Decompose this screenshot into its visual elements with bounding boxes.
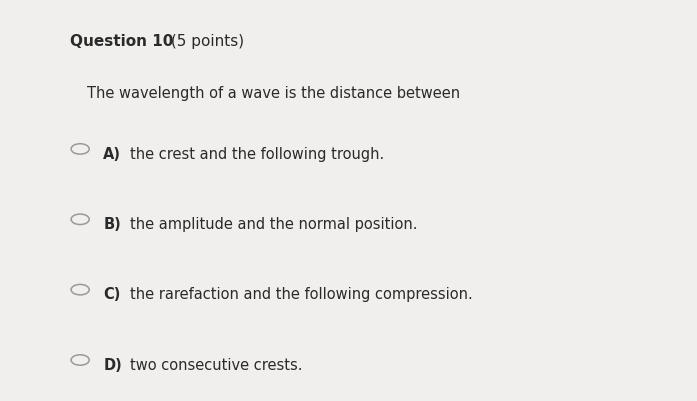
Text: (5 points): (5 points) (166, 34, 244, 49)
Text: the amplitude and the normal position.: the amplitude and the normal position. (130, 217, 417, 231)
Text: the rarefaction and the following compression.: the rarefaction and the following compre… (130, 287, 473, 302)
Text: the crest and the following trough.: the crest and the following trough. (130, 146, 384, 161)
Text: D): D) (103, 357, 122, 372)
Text: B): B) (103, 217, 121, 231)
Text: Question 10: Question 10 (70, 34, 173, 49)
Text: C): C) (103, 287, 121, 302)
Text: A): A) (103, 146, 121, 161)
Text: two consecutive crests.: two consecutive crests. (130, 357, 302, 372)
Text: The wavelength of a wave is the distance between: The wavelength of a wave is the distance… (87, 86, 460, 101)
